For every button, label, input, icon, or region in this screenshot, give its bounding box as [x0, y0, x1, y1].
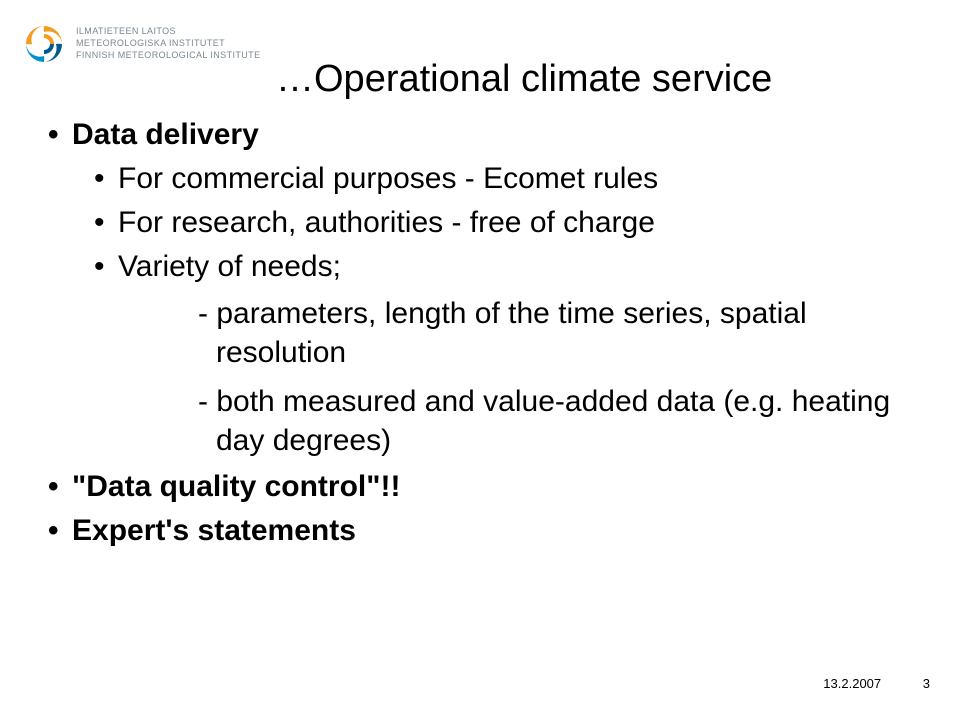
- organization-names: ILMATIETEEN LAITOS METEOROLOGISKA INSTIT…: [76, 26, 260, 61]
- fmi-logo-icon: [22, 22, 66, 66]
- org-line-2: METEOROLOGISKA INSTITUTET: [76, 38, 260, 50]
- bullet-research: For research, authorities - free of char…: [48, 206, 912, 240]
- org-line-1: ILMATIETEEN LAITOS: [76, 26, 260, 38]
- footer-page-number: 3: [923, 676, 930, 691]
- dash-measured: - both measured and value-added data (e.…: [48, 382, 912, 460]
- slide-title: …Operational climate service: [276, 58, 772, 101]
- bullet-variety: Variety of needs;: [48, 250, 912, 284]
- bullet-data-delivery: Data delivery: [48, 118, 912, 152]
- slide-content: Data delivery For commercial purposes - …: [48, 118, 912, 558]
- footer: 13.2.2007 3: [823, 676, 930, 691]
- bullet-expert-statements: Expert's statements: [48, 514, 912, 548]
- org-line-3: FINNISH METEOROLOGICAL INSTITUTE: [76, 50, 260, 62]
- bullet-quality-control: "Data quality control"!!: [48, 470, 912, 504]
- footer-date: 13.2.2007: [823, 676, 881, 691]
- header: ILMATIETEEN LAITOS METEOROLOGISKA INSTIT…: [22, 22, 260, 66]
- bullet-commercial: For commercial purposes - Ecomet rules: [48, 162, 912, 196]
- dash-parameters: - parameters, length of the time series,…: [48, 294, 912, 372]
